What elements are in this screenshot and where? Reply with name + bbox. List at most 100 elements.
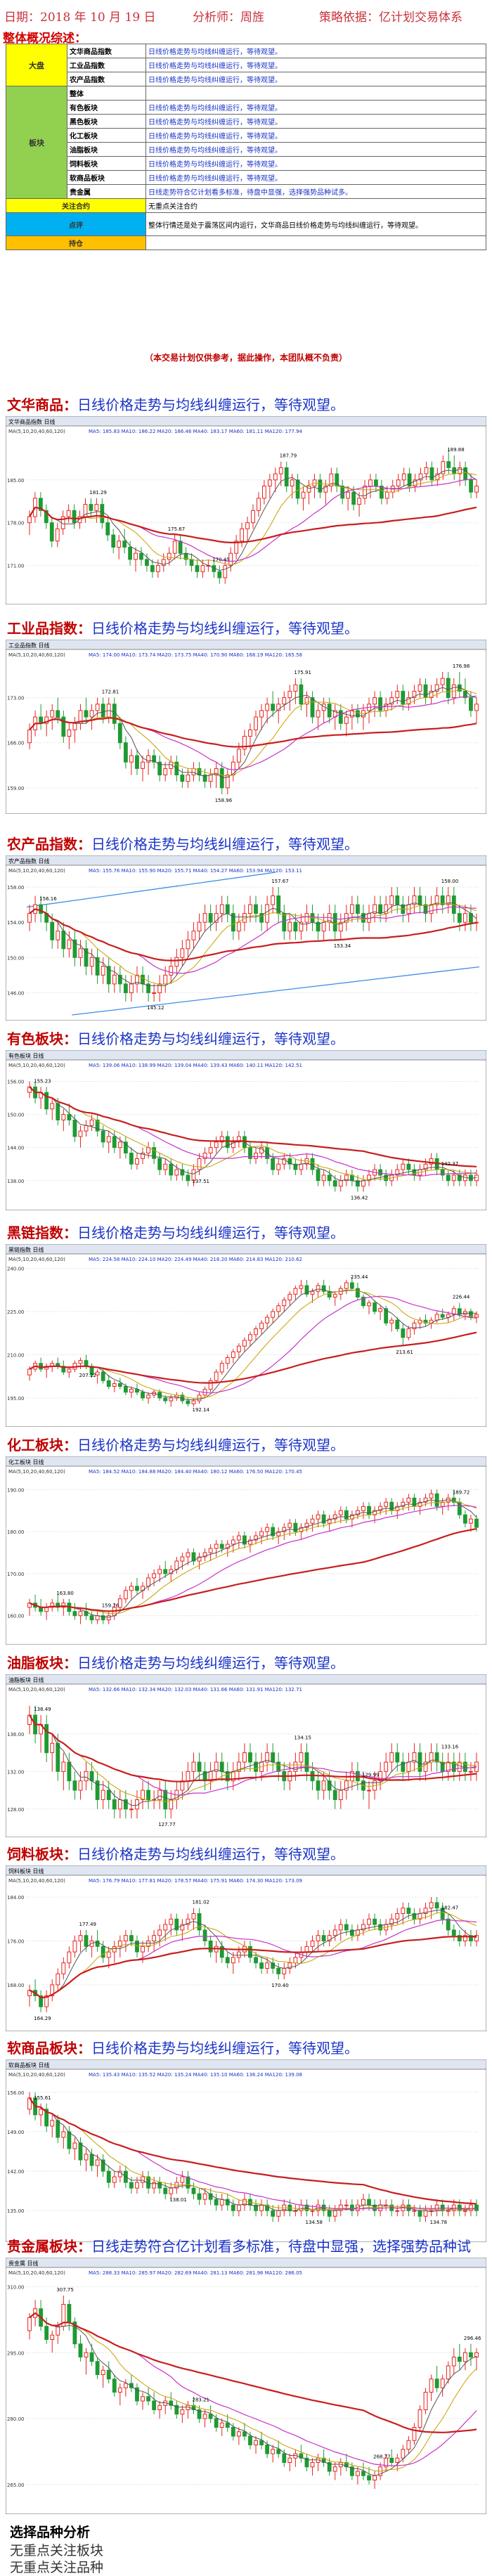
focus-product-note: 无重点关注品种: [10, 2560, 104, 2575]
candle: [434, 1489, 439, 1511]
candle: [117, 717, 122, 749]
candle-body: [396, 479, 401, 487]
candle: [202, 768, 207, 788]
candle-body: [276, 1967, 281, 1974]
candle-body: [56, 2326, 60, 2336]
candle-body: [242, 1535, 247, 1545]
candle-body: [271, 1527, 276, 1536]
candle-body: [271, 2449, 276, 2454]
candle: [395, 1908, 400, 1925]
candle: [338, 2199, 343, 2217]
candle: [89, 498, 93, 517]
candle: [321, 1170, 326, 1186]
candle-body: [271, 1158, 276, 1170]
candle-body: [451, 1761, 456, 1772]
candle: [228, 547, 233, 572]
candle-body: [321, 1935, 326, 1942]
candle-body: [128, 546, 132, 560]
candle: [389, 691, 394, 711]
candle-body: [208, 775, 213, 782]
item-name: 化工板块: [67, 128, 146, 143]
ma-params: MA(5,10,20,40,60,120): [8, 2072, 65, 2078]
disclaimer: （本交易计划仅供参考，据此操作，本团队概不负责）: [144, 353, 347, 363]
candle-body: [327, 1174, 332, 1182]
candle: [56, 1098, 60, 1126]
price-annotation: 137.51: [193, 1179, 210, 1184]
candle-body: [129, 755, 134, 763]
candle: [310, 691, 315, 724]
candle: [316, 704, 321, 730]
candle: [117, 966, 122, 993]
candle-body: [271, 1311, 276, 1318]
chart-frame: [6, 1244, 486, 1427]
candle-body: [123, 742, 128, 763]
candle-body: [401, 1501, 406, 1507]
candle-body: [112, 2378, 117, 2393]
candle: [129, 2177, 134, 2194]
candle: [287, 1957, 292, 1974]
candle-body: [282, 913, 287, 932]
section-title: 农产品指数：日线价格走势与均线纠缠运行，等待观望。: [7, 833, 358, 853]
candle: [406, 1158, 411, 1175]
candle-body: [112, 1799, 117, 1810]
price-annotation: 296.46: [464, 2336, 481, 2341]
summary-table: 大盘 文华商品指数 日线价格走势与均线纠缠运行，等待观望。 工业品指数 日线价格…: [6, 44, 486, 250]
candle-body: [458, 467, 462, 474]
candle: [423, 2388, 428, 2414]
candle-body: [434, 895, 439, 905]
candle-body: [378, 1308, 383, 1312]
candle-body: [50, 2120, 55, 2127]
candle: [163, 1158, 168, 1175]
candle: [174, 948, 179, 976]
candle: [367, 2466, 371, 2485]
candle: [349, 1924, 354, 1941]
candle-body: [50, 710, 55, 718]
candle-body: [446, 895, 451, 905]
chart-titlebar: [6, 2059, 486, 2070]
candle: [214, 1137, 219, 1153]
candle-body: [72, 1780, 77, 1791]
candle: [169, 1158, 174, 1181]
candle: [340, 479, 345, 505]
candle-body: [306, 486, 311, 493]
candle-body: [412, 2427, 417, 2441]
kline-chart: 贵金属 日线 MA(5,10,20,40,60,120) MA5: 288.33 M…: [6, 2258, 486, 2514]
candle-body: [332, 1929, 337, 1936]
candle-body: [254, 1153, 258, 1159]
candle: [276, 1527, 281, 1545]
candle-body: [417, 2409, 422, 2428]
candle: [27, 510, 32, 536]
price-annotation: 181.02: [193, 1900, 210, 1905]
candle-body: [299, 684, 304, 705]
candle: [50, 704, 55, 730]
candle-body: [146, 1577, 150, 1587]
candle: [254, 1952, 258, 1969]
candle-body: [248, 1752, 252, 1763]
ma-values: MA5: 139.06 MA10: 138.99 MA20: 139.04 MA…: [89, 1063, 302, 1068]
candle: [440, 1164, 445, 1181]
page-header: 日期：2018 年 10 月 19 日 分析师：周旌 策略依据：亿计划交易体系: [0, 0, 492, 28]
candle-body: [84, 1771, 89, 1782]
candle: [276, 2440, 281, 2459]
chart-frame: [6, 855, 486, 1021]
candle: [208, 905, 213, 931]
candle-body: [389, 2457, 394, 2463]
candle: [474, 479, 479, 498]
candle-body: [27, 913, 32, 923]
candle-body: [254, 1957, 258, 1964]
candle: [129, 1147, 134, 1170]
candle: [287, 1291, 292, 1306]
candle-body: [44, 510, 48, 524]
candle-body: [401, 690, 406, 705]
candle: [451, 1924, 456, 1941]
candle: [401, 1752, 406, 1781]
candle: [423, 1902, 428, 1920]
candle: [412, 1743, 417, 1772]
section-comment: 日线价格走势与均线纠缠运行，等待观望。: [77, 396, 344, 413]
item-desc: 日线价格走势与均线纠缠运行，等待观望。: [145, 72, 486, 86]
candle-body: [78, 948, 83, 958]
candle: [361, 1294, 365, 1309]
candle-body: [384, 1308, 389, 1323]
candle: [446, 449, 451, 474]
candle-body: [276, 2449, 281, 2454]
